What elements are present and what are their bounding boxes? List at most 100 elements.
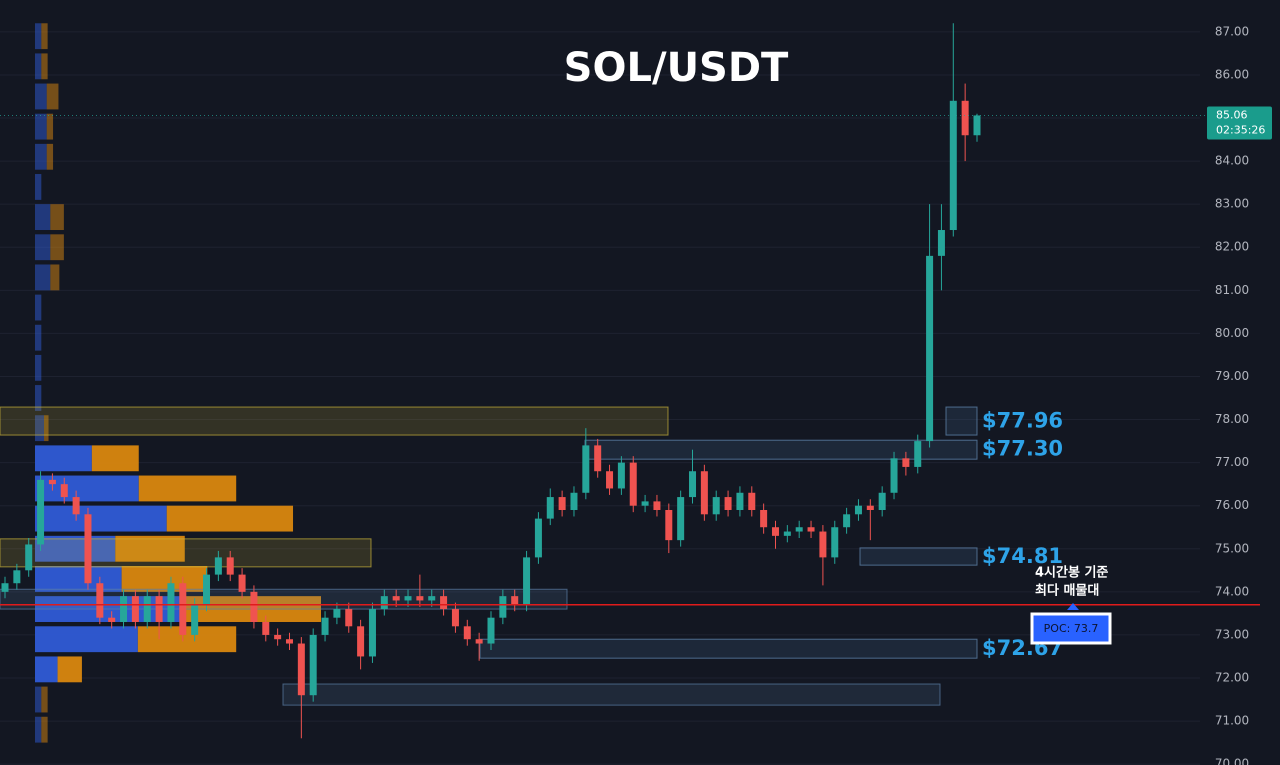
- y-tick-label: 71.00: [1215, 714, 1249, 728]
- candle-body: [629, 462, 637, 506]
- profile-buy: [35, 113, 47, 140]
- candle-body: [345, 609, 353, 627]
- poc-label: POC: 73.7: [1044, 622, 1099, 635]
- profile-sell: [166, 505, 294, 532]
- candle-body: [309, 634, 317, 696]
- candle-body: [783, 531, 791, 536]
- profile-buy: [35, 83, 47, 110]
- countdown-label: 02:35:26: [1216, 123, 1265, 136]
- candle-body: [463, 626, 471, 640]
- candle-body: [570, 492, 578, 510]
- candle-body: [748, 492, 756, 510]
- zone: [0, 588, 568, 610]
- candle-body: [155, 596, 163, 622]
- poc-note: 4시간봉 기준: [1035, 565, 1108, 581]
- y-tick-label: 86.00: [1215, 67, 1249, 81]
- y-tick-label: 73.00: [1215, 627, 1249, 641]
- y-tick-label: 81.00: [1215, 283, 1249, 297]
- profile-buy: [35, 143, 47, 170]
- candle-body: [321, 617, 329, 635]
- candle-body: [653, 501, 661, 510]
- candle-body: [890, 458, 898, 493]
- y-tick-label: 78.00: [1215, 412, 1249, 426]
- candle-body: [926, 255, 934, 442]
- candle-body: [48, 479, 56, 485]
- profile-sell: [50, 234, 64, 261]
- candle-body: [736, 492, 744, 510]
- candle-body: [250, 591, 258, 622]
- profile-sell: [46, 143, 54, 170]
- candle-body: [179, 583, 187, 635]
- profile-sell: [115, 535, 185, 562]
- candle-body: [285, 639, 293, 644]
- candle-body: [914, 441, 922, 467]
- profile-buy: [35, 234, 51, 261]
- profile-sell: [41, 53, 48, 80]
- candle-body: [937, 230, 945, 256]
- candle-body: [878, 492, 886, 510]
- profile-buy: [35, 264, 51, 291]
- y-tick-label: 84.00: [1215, 154, 1249, 168]
- candle-body: [333, 609, 341, 618]
- profile-buy: [35, 174, 42, 200]
- y-tick-label: 79.00: [1215, 369, 1249, 383]
- candle-body: [677, 497, 685, 541]
- profile-sell: [41, 716, 48, 743]
- candle-body: [297, 643, 305, 696]
- poc-box: [1030, 612, 1112, 645]
- profile-buy: [35, 505, 167, 532]
- zone: [282, 683, 941, 706]
- candle-body: [807, 527, 815, 532]
- candle-body: [214, 557, 222, 575]
- candle-body: [771, 527, 779, 536]
- candle-body: [902, 458, 910, 467]
- y-tick-label: 72.00: [1215, 670, 1249, 684]
- profile-buy: [35, 626, 138, 653]
- candle-body: [546, 497, 554, 519]
- profile-sell: [57, 656, 82, 683]
- candle-body: [167, 583, 175, 622]
- poc-note: 최다 매물대: [1035, 583, 1099, 599]
- profile-sell: [46, 83, 59, 110]
- profile-sell: [41, 686, 48, 713]
- candle-body: [831, 527, 839, 558]
- candle-body: [357, 626, 365, 657]
- profile-buy: [35, 445, 92, 472]
- profile-sell: [50, 264, 60, 291]
- profile-buy: [35, 324, 42, 351]
- y-tick-label: 75.00: [1215, 541, 1249, 555]
- level-label: $74.81: [982, 544, 1063, 568]
- candle-body: [475, 639, 483, 644]
- candle-body: [392, 596, 400, 601]
- candle-body: [819, 531, 827, 558]
- candle-body: [499, 596, 507, 618]
- candle-body: [380, 596, 388, 610]
- profile-buy: [35, 716, 42, 743]
- y-tick-label: 80.00: [1215, 326, 1249, 340]
- candle-body: [665, 510, 673, 541]
- chart-title: SOL/USDT: [564, 45, 789, 91]
- candle-body: [795, 527, 803, 532]
- candle-body: [700, 471, 708, 515]
- candle-body: [274, 634, 282, 640]
- candle-body: [37, 479, 45, 545]
- candle-body: [487, 617, 495, 644]
- candle-body: [1, 583, 9, 592]
- profile-sell: [138, 475, 237, 502]
- candle-body: [641, 501, 649, 506]
- candle-body: [203, 574, 211, 605]
- profile-buy: [35, 23, 42, 50]
- candle-body: [617, 462, 625, 489]
- candle-body: [84, 514, 92, 584]
- candle-body: [120, 596, 128, 622]
- profile-buy: [35, 565, 122, 592]
- profile-sell: [50, 204, 64, 231]
- profile-buy: [35, 385, 42, 411]
- candle-body: [594, 445, 602, 472]
- profile-buy: [35, 204, 51, 231]
- candle-body: [523, 557, 531, 605]
- candle-body: [25, 544, 33, 571]
- profile-buy: [35, 53, 42, 80]
- candle-body: [534, 518, 542, 558]
